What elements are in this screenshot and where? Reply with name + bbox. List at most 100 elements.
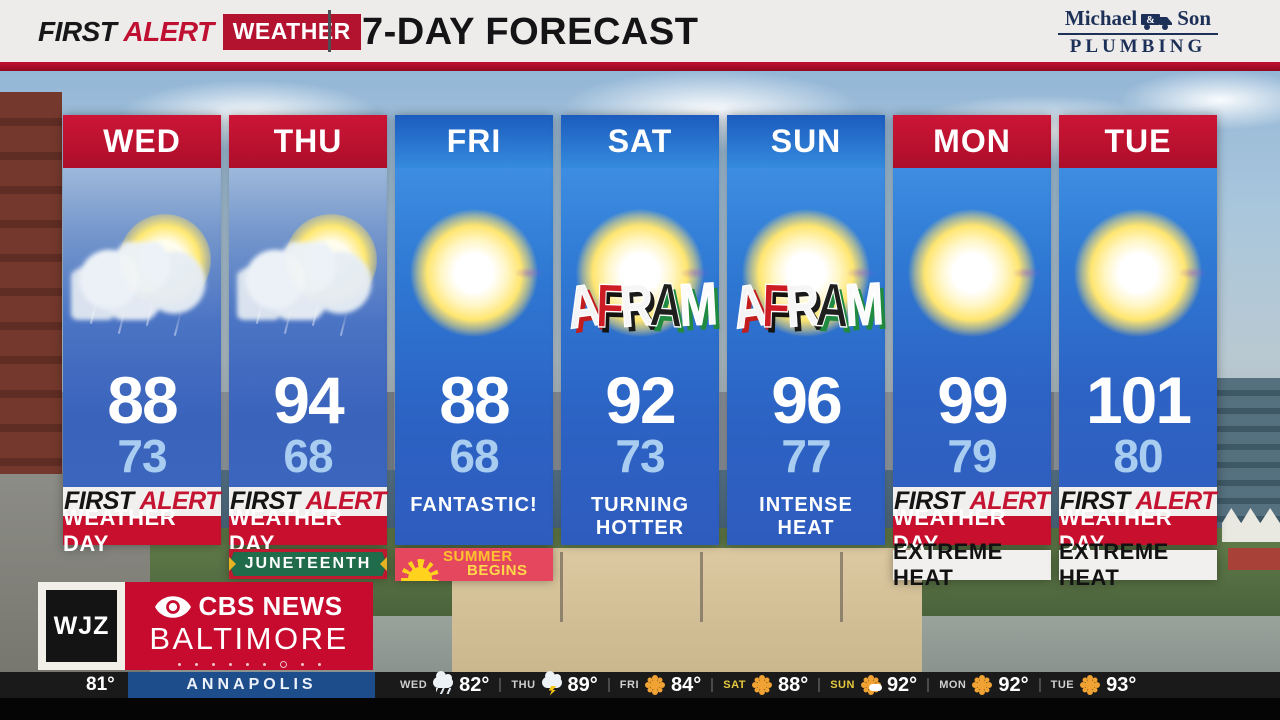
summer-begins-banner: SUMMER BEGINS (395, 548, 553, 581)
sun-icon (756, 680, 767, 690)
ticker-item-sat: SAT 88° (723, 674, 808, 697)
forecast-column-sun: SUN AFRAM 96 77 INTENSE HEAT (727, 115, 885, 581)
day-body: 88 68 FANTASTIC! (395, 168, 553, 545)
afram-festival-logo: AFRAM (728, 268, 882, 342)
juneteenth-label: JUNETEENTH (244, 555, 372, 572)
badge-alert: ALERT (305, 487, 387, 515)
ticker-temp: 93° (1106, 673, 1137, 696)
truck-icon: & (1141, 14, 1173, 30)
ticker-temp: 82° (459, 673, 490, 696)
badge-first: FIRST (229, 487, 300, 515)
low-temp: 73 (615, 430, 665, 482)
day-label: MON (893, 115, 1051, 168)
forecast-column-mon: MON 99 79 FIRST ALERT WEATHER DAY EXTREM… (893, 115, 1051, 590)
seven-day-forecast: WED 88 73 FIRST ALERT WEATHER DAY THU (63, 115, 1217, 590)
extreme-heat-badge: EXTREME HEAT (893, 539, 1051, 590)
ticker-item-sun: SUN 92° (830, 674, 917, 697)
sunny-icon (1059, 168, 1217, 368)
divider (328, 10, 331, 52)
page-title: 7-DAY FORECAST (362, 11, 699, 53)
high-temp: 88 (439, 363, 510, 437)
juneteenth-banner: JUNETEENTH (229, 549, 387, 579)
sponsor-name: Michael & Son (1058, 6, 1218, 35)
network-name: CBS NEWS (198, 591, 343, 621)
first-alert-badge: FIRST ALERT (1059, 487, 1217, 516)
high-temp: 92 (605, 363, 676, 437)
brand-first: FIRST (38, 16, 117, 47)
red-structure (1228, 548, 1280, 570)
sun-behind-rain-cloud-icon (229, 168, 387, 368)
ticker-day: WED (400, 679, 428, 691)
day-body: AFRAM 92 73 TURNING HOTTER (561, 168, 719, 545)
day-caption: INTENSE HEAT (759, 494, 853, 539)
sun-icon (977, 680, 988, 690)
sunny-icon (893, 168, 1051, 368)
sunny-icon (561, 168, 719, 368)
day-caption: FANTASTIC! (410, 494, 538, 516)
sun-icon (399, 548, 441, 581)
day-label: SAT (561, 115, 719, 168)
first-alert-badge: FIRST ALERT (229, 487, 387, 516)
weather-day-badge: WEATHER DAY (229, 505, 387, 556)
low-temp: 79 (947, 430, 997, 482)
sun-with-cloud-icon (865, 680, 882, 691)
cbs-news-baltimore-logo: CBS NEWS BALTIMORE (125, 582, 373, 670)
ticker-item-mon: MON 92° (939, 674, 1028, 697)
brand-alert: ALERT (123, 16, 214, 47)
sun-icon (1085, 680, 1096, 690)
badge-first: FIRST (63, 487, 134, 515)
high-temp: 94 (273, 363, 344, 437)
first-alert-badge: FIRST ALERT (63, 487, 221, 516)
red-divider-line (0, 62, 1280, 71)
day-label: WED (63, 115, 221, 168)
ticker-day: TUE (1050, 679, 1075, 691)
weather-day-badge: WEATHER DAY (63, 505, 221, 556)
summer-line2: BEGINS (467, 562, 528, 579)
ticker-item-thu: THU 89° (511, 670, 598, 697)
extreme-heat-badge: EXTREME HEAT (1059, 539, 1217, 590)
weather-ticker: 81° ANNAPOLIS WED 82° THU 89° FRI 84° SA… (0, 670, 1280, 698)
ticker-item-wed: WED 82° (400, 670, 490, 697)
badge-first: FIRST (893, 487, 964, 515)
day-label: THU (229, 115, 387, 168)
forecast-column-wed: WED 88 73 FIRST ALERT WEATHER DAY (63, 115, 221, 581)
day-label: SUN (727, 115, 885, 168)
day-label: FRI (395, 115, 553, 168)
white-pavilion (1222, 508, 1280, 542)
sunny-icon (727, 168, 885, 368)
afram-festival-logo: AFRAM (562, 268, 716, 342)
sponsor-name-right: Son (1177, 6, 1212, 30)
low-temp: 77 (781, 430, 831, 482)
juneteenth-ribbon (229, 552, 387, 576)
low-temp: 68 (283, 430, 333, 482)
badge-alert: ALERT (969, 487, 1051, 515)
carousel-dots (177, 661, 321, 668)
ticker-temp: 88° (777, 673, 809, 696)
station-city: BALTIMORE (149, 621, 349, 656)
day-caption: TURNING HOTTER (590, 494, 690, 539)
ticker-temp: 84° (671, 673, 702, 696)
ticker-forecast-items: WED 82° THU 89° FRI 84° SAT 88° SUN (390, 670, 1146, 698)
day-label: TUE (1059, 115, 1217, 168)
current-temp: 81° (86, 674, 115, 695)
svg-text:&: & (1147, 15, 1155, 26)
day-body: AFRAM 96 77 INTENSE HEAT (727, 168, 885, 545)
ticker-day: THU (511, 679, 536, 691)
volleyball-post (840, 552, 843, 622)
rain-cloud-icon (433, 670, 454, 694)
high-temp: 99 (937, 363, 1008, 437)
forecast-column-thu: THU 94 68 FIRST ALERT WEATHER DAY JUNETE… (229, 115, 387, 581)
badge-first: FIRST (1059, 487, 1130, 515)
ticker-day: SUN (830, 679, 855, 691)
volleyball-post (700, 552, 703, 622)
sun-behind-rain-cloud-icon (63, 168, 221, 368)
ticker-day: SAT (723, 679, 746, 691)
ticker-day: FRI (619, 679, 640, 691)
forecast-column-fri: FRI 88 68 FANTASTIC! SUMMER BEGINS (395, 115, 553, 581)
sponsor-logo: Michael & Son PLUMBING (1058, 6, 1218, 58)
first-alert-badge: FIRST ALERT (893, 487, 1051, 516)
badge-alert: ALERT (1135, 487, 1217, 515)
weather-day-badge: WEATHER DAY (893, 505, 1051, 556)
cbs-eye-icon (155, 595, 192, 618)
